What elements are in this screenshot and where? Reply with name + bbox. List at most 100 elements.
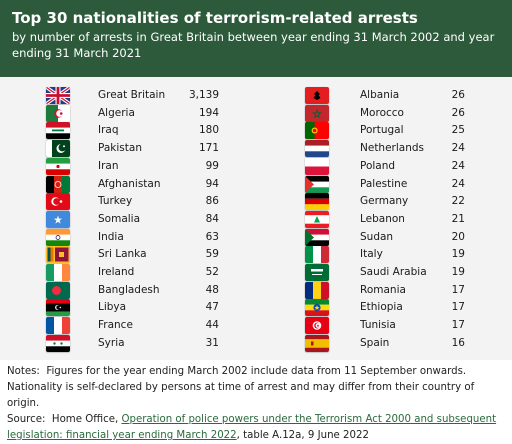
nationality-label: Sri Lanka	[98, 248, 147, 261]
germany-flag-icon	[305, 193, 329, 211]
nationality-label: Great Britain	[98, 89, 166, 101]
syria-flag-icon	[46, 334, 70, 352]
table-row: Algeria 194	[0, 104, 512, 122]
table-row: Sri Lanka 59	[0, 246, 512, 264]
iraq-flag-icon	[46, 122, 70, 140]
table-row: Afghanistan 94	[0, 175, 512, 193]
source-label: Source:	[7, 414, 46, 425]
nationality-label: Afghanistan	[98, 177, 161, 190]
arrests-value: 26	[451, 106, 465, 119]
arrests-value: 22	[451, 195, 465, 208]
nationality-label: Albania	[360, 89, 400, 101]
arrests-value: 17	[451, 319, 465, 332]
table-row: Ireland 52	[0, 264, 512, 281]
arrests-value: 17	[451, 283, 465, 296]
nationality-label: Italy	[360, 248, 383, 261]
india-flag-icon	[46, 228, 70, 246]
arrests-value: 3,139	[188, 89, 219, 101]
table-row: Sudan 20	[0, 228, 512, 246]
table-row: Netherlands 24	[0, 140, 512, 158]
table-row: Syria 31	[0, 334, 512, 352]
nationality-label: Iraq	[98, 124, 119, 137]
nationality-label: France	[98, 319, 133, 332]
notes-text: Figures for the year ending March 2002 i…	[7, 366, 475, 409]
nationality-label: Syria	[98, 336, 125, 349]
table-row: Morocco 26	[0, 104, 512, 122]
romania-flag-icon	[305, 281, 329, 299]
morocco-flag-icon	[305, 104, 329, 122]
arrests-value: 21	[451, 212, 465, 225]
arrests-value: 194	[198, 106, 219, 119]
table-row: Portugal 25	[0, 122, 512, 140]
table-row: Italy 19	[0, 246, 512, 264]
table-row: Libya 47	[0, 299, 512, 317]
arrests-value: 99	[205, 159, 219, 172]
nationality-label: Ethiopia	[360, 301, 403, 314]
libya-flag-icon	[46, 299, 70, 317]
portugal-flag-icon	[305, 122, 329, 140]
table-row: France 44	[0, 317, 512, 335]
arrests-value: 180	[198, 124, 219, 137]
ireland-flag-icon	[46, 264, 70, 281]
table-row: Turkey 86	[0, 193, 512, 211]
table-row: Ethiopia 17	[0, 299, 512, 317]
sudan-flag-icon	[305, 228, 329, 246]
nationality-label: Netherlands	[360, 142, 425, 155]
nationality-label: Morocco	[360, 106, 404, 119]
chart-header: Top 30 nationalities of terrorism-relate…	[0, 0, 512, 77]
table-row: Poland 24	[0, 157, 512, 175]
table-row: Pakistan 171	[0, 140, 512, 158]
nationality-label: Saudi Arabia	[360, 266, 427, 278]
arrests-value: 94	[205, 177, 219, 190]
nationality-label: Ireland	[98, 266, 135, 278]
chart-subtitle: by number of arrests in Great Britain be…	[12, 30, 495, 60]
arrests-value: 44	[205, 319, 219, 332]
afghanistan-flag-icon	[46, 175, 70, 193]
arrests-value: 48	[205, 283, 219, 296]
nationality-table: Great Britain 3,139 Algeria 194 Iraq 180 Pakis…	[0, 77, 512, 360]
algeria-flag-icon	[46, 104, 70, 122]
bangladesh-flag-icon	[46, 281, 70, 299]
nationality-label: Poland	[360, 159, 396, 172]
ethiopia-flag-icon	[305, 299, 329, 317]
notes-block: Notes: Figures for the year ending March…	[7, 364, 507, 444]
arrests-value: 20	[451, 230, 465, 243]
table-row: Albania 26	[0, 87, 512, 104]
arrests-value: 59	[205, 248, 219, 261]
arrests-value: 25	[451, 124, 465, 137]
nationality-label: Somalia	[98, 212, 141, 225]
poland-flag-icon	[305, 157, 329, 175]
france-flag-icon	[46, 317, 70, 335]
nationality-label: India	[98, 230, 124, 243]
albania-flag-icon	[305, 87, 329, 104]
palestine-flag-icon	[305, 175, 329, 193]
pakistan-flag-icon	[46, 140, 70, 158]
arrests-value: 19	[451, 248, 465, 261]
table-row: Great Britain 3,139	[0, 87, 512, 104]
lebanon-flag-icon	[305, 210, 329, 228]
notes-line: Notes: Figures for the year ending March…	[7, 364, 507, 412]
table-row: India 63	[0, 228, 512, 246]
saudi-flag-icon	[305, 264, 329, 281]
table-row: Tunisia 17	[0, 317, 512, 335]
arrests-value: 16	[451, 336, 465, 349]
nationality-label: Bangladesh	[98, 283, 160, 296]
nationality-label: Libya	[98, 301, 127, 314]
table-row: Iraq 180	[0, 122, 512, 140]
nationality-label: Algeria	[98, 106, 135, 119]
nationality-label: Germany	[360, 195, 409, 208]
table-row: Palestine 24	[0, 175, 512, 193]
nationality-label: Lebanon	[360, 212, 405, 225]
netherlands-flag-icon	[305, 140, 329, 158]
source-line: Source: Home Office, Operation of police…	[7, 412, 507, 444]
nationality-label: Spain	[360, 336, 390, 349]
srilanka-flag-icon	[46, 246, 70, 264]
notes-label: Notes:	[7, 366, 40, 377]
table-row: Iran 99	[0, 157, 512, 175]
arrests-value: 24	[451, 177, 465, 190]
iran-flag-icon	[46, 157, 70, 175]
nationality-label: Sudan	[360, 230, 394, 243]
nationality-label: Romania	[360, 283, 406, 296]
arrests-value: 26	[451, 89, 465, 101]
somalia-flag-icon	[46, 210, 70, 228]
